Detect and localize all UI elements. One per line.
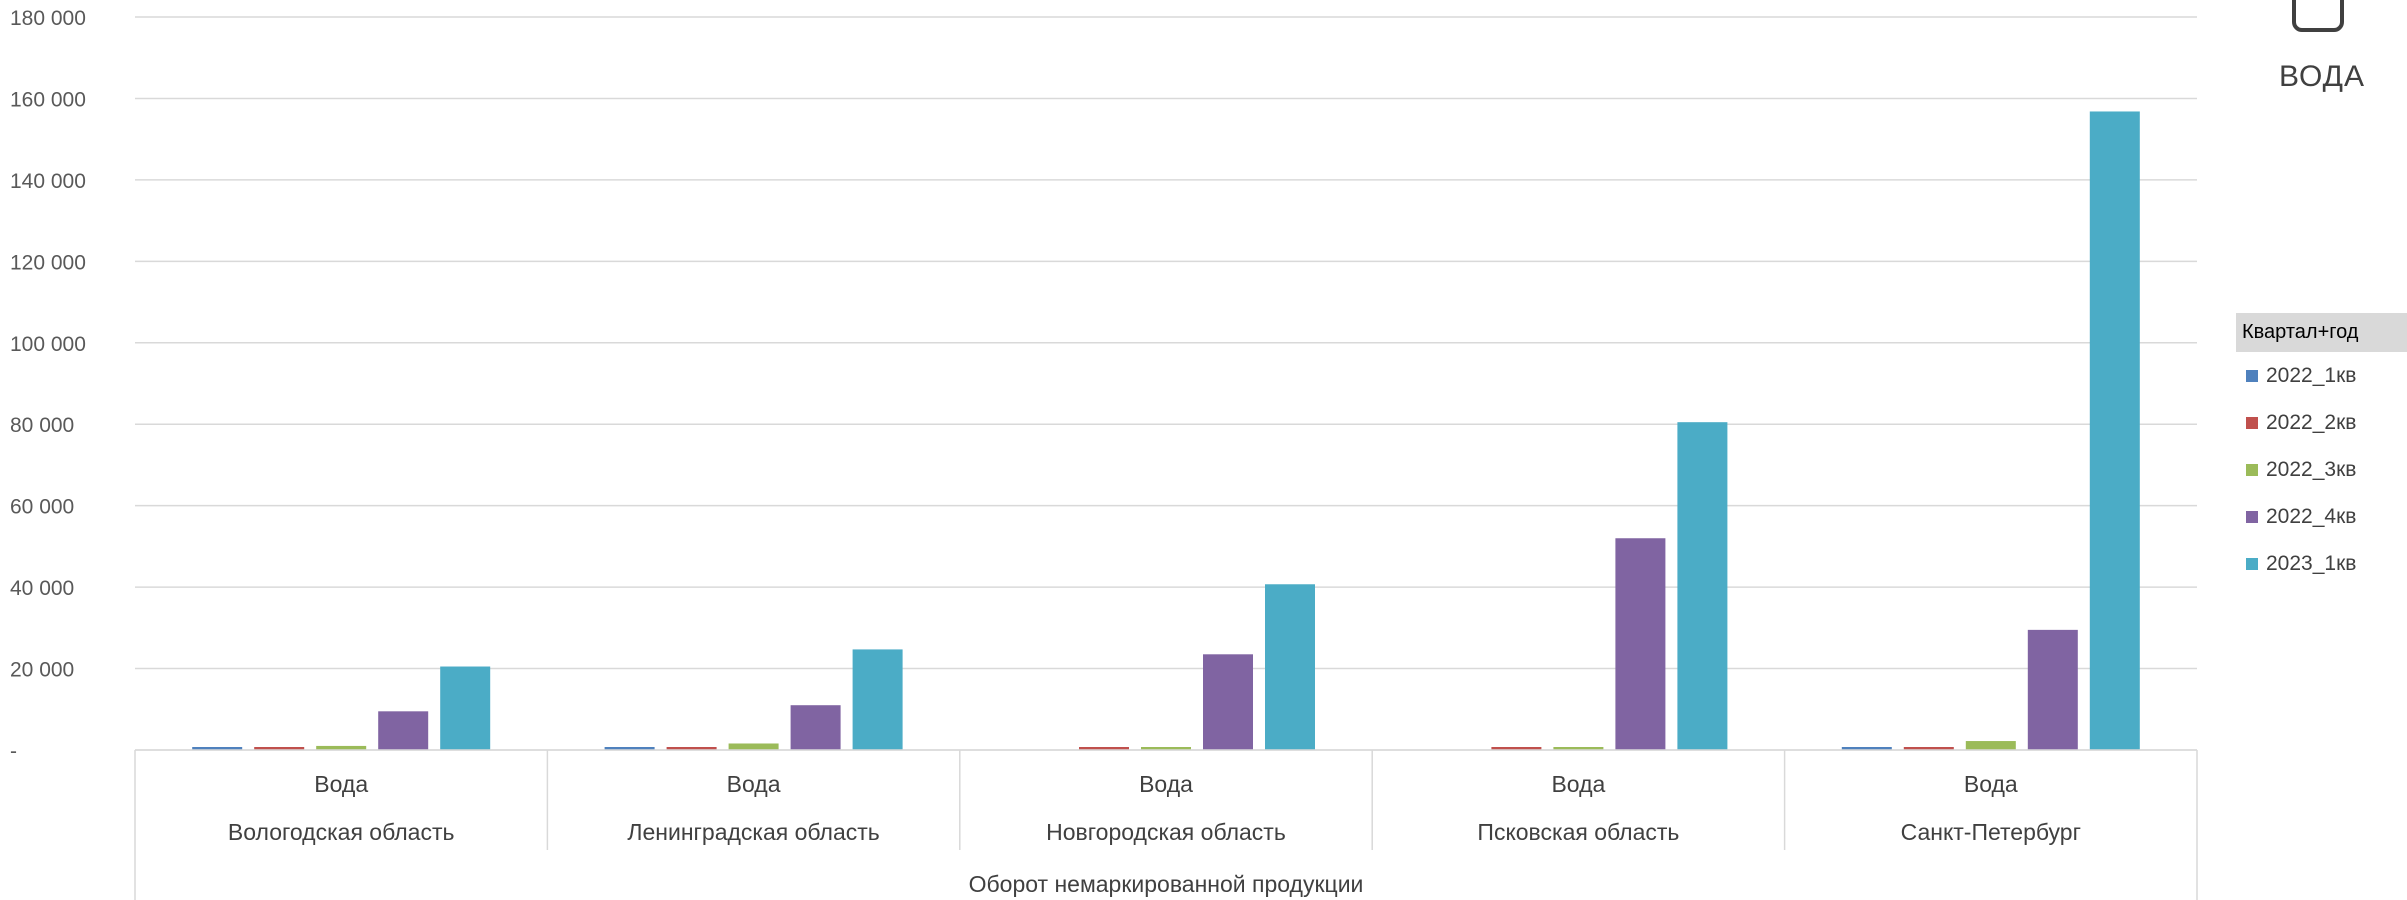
y-axis-ticks: 180 000 160 000 140 000 120 000 100 000 80 00… [10,7,86,763]
legend-item-2022_2кв[interactable]: 2022_2кв [2236,399,2407,446]
bar-2023_1кв[interactable] [440,666,491,750]
bar-2022_3кв[interactable] [1965,741,2016,750]
slicer[interactable]: ВОДА [2272,60,2372,94]
bar-2022_4кв[interactable] [378,711,429,750]
y-tick-label: 120 000 [10,251,86,274]
legend-swatch [2246,557,2258,570]
category-region-label: Ленинградская область [627,819,879,845]
category-region-label: Псковская область [1477,819,1679,845]
category-product-label: Вода [727,771,781,797]
category-region-label: Новгородская область [1046,819,1286,845]
y-tick-label: 180 000 [10,7,86,30]
legend-label: 2022_3кв [2266,457,2357,481]
bar-2022_2кв[interactable] [1903,747,1954,750]
bar-2022_2кв[interactable] [254,747,305,750]
bar-2022_3кв[interactable] [728,743,779,750]
legend-item-2022_3кв[interactable]: 2022_3кв [2236,446,2407,493]
y-tick-label: 100 000 [10,333,86,356]
category-product-label: Вода [1964,771,2018,797]
bar-2022_3кв[interactable] [1553,747,1604,750]
legend-swatch [2246,416,2258,429]
gridlines [135,16,2197,751]
bar-2022_2кв[interactable] [1491,747,1542,750]
legend-item-2023_1кв[interactable]: 2023_1кв [2236,540,2407,587]
y-tick-label: 60 000 [10,496,74,519]
legend: Квартал+год 2022_1кв 2022_2кв 2022_3кв 2022… [2236,313,2407,587]
legend-swatch [2246,463,2258,476]
category-axis-labels: Вода Вологодская область Вода Ленинградская… [228,771,2081,897]
bar-2023_1кв[interactable] [852,649,903,750]
bar-2022_3кв[interactable] [1141,747,1191,750]
bar-2022_4кв[interactable] [1203,654,1253,750]
legend-title[interactable]: Квартал+год [2236,313,2407,352]
y-tick-label: 160 000 [10,88,86,111]
bars [192,111,2140,750]
y-tick-label: 140 000 [10,170,86,193]
bar-2023_1кв[interactable] [2089,111,2140,750]
bar-2022_2кв[interactable] [666,747,717,750]
bar-2022_1кв[interactable] [1841,747,1892,750]
legend-label: 2023_1кв [2266,551,2357,575]
y-tick-label: 20 000 [10,659,74,682]
bar-2023_1кв[interactable] [1265,584,1315,750]
legend-swatch [2246,369,2258,382]
bar-2022_4кв[interactable] [790,705,841,750]
bar-2022_2кв[interactable] [1079,747,1129,750]
slicer-label: ВОДА [2278,60,2366,93]
y-tick-label: 40 000 [10,577,74,600]
legend-item-2022_4кв[interactable]: 2022_4кв [2236,493,2407,540]
legend-items: 2022_1кв 2022_2кв 2022_3кв 2022_4кв 2023_1кв [2236,352,2407,587]
legend-label: 2022_2кв [2266,410,2357,434]
bar-2022_4кв[interactable] [2027,629,2078,750]
outer-category-label: Оборот немаркированной продукции [969,871,1364,897]
y-tick-label: - [10,740,17,763]
category-product-label: Вода [1551,771,1605,797]
bar-2022_4кв[interactable] [1615,538,1666,750]
filter-icon[interactable] [2292,0,2344,32]
category-region-label: Санкт-Петербург [1901,819,2081,845]
category-product-label: Вода [1139,771,1193,797]
legend-label: 2022_4кв [2266,504,2357,528]
legend-swatch [2246,510,2258,523]
category-region-label: Вологодская область [228,819,455,845]
bar-2023_1кв[interactable] [1677,422,1728,750]
bar-2022_1кв[interactable] [604,747,655,750]
category-axis-frame [134,749,2198,900]
legend-item-2022_1кв[interactable]: 2022_1кв [2236,352,2407,399]
bar-2022_1кв[interactable] [192,747,243,750]
category-product-label: Вода [314,771,368,797]
y-tick-label: 80 000 [10,414,74,437]
legend-label: 2022_1кв [2266,363,2357,387]
bar-2022_3кв[interactable] [316,745,367,750]
